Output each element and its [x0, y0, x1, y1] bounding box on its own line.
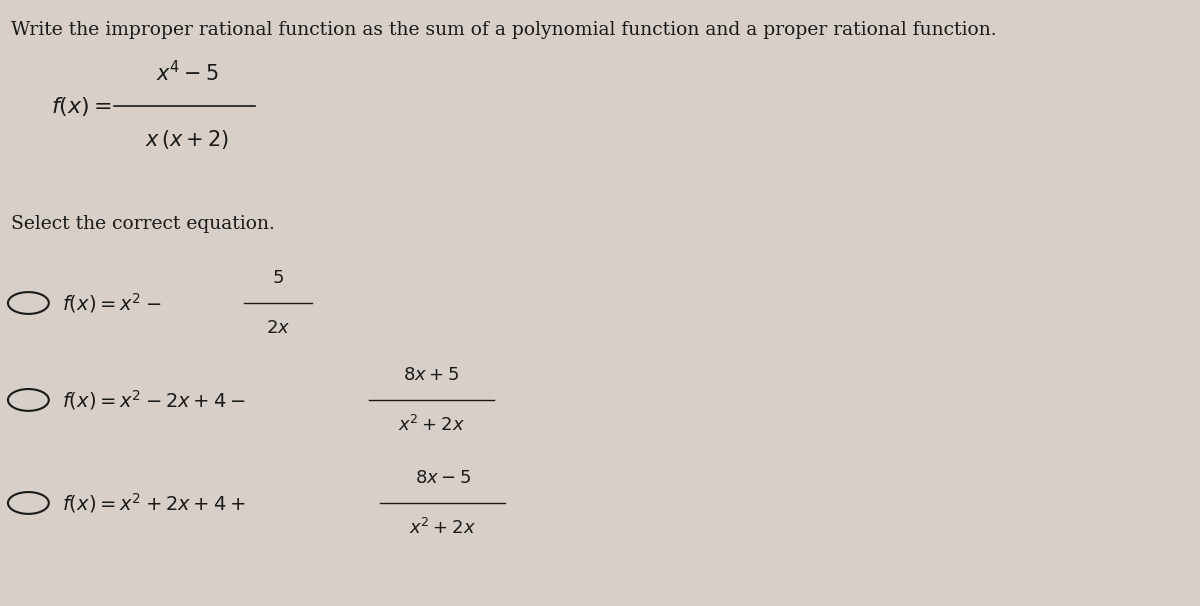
Text: $x^2 + 2x$: $x^2 + 2x$: [409, 518, 476, 539]
Text: $x\,(x + 2)$: $x\,(x + 2)$: [145, 128, 229, 151]
Text: Select the correct equation.: Select the correct equation.: [11, 215, 275, 233]
Text: $8x + 5$: $8x + 5$: [403, 365, 460, 384]
Text: $8x - 5$: $8x - 5$: [415, 468, 470, 487]
Text: $x^2 + 2x$: $x^2 + 2x$: [398, 415, 464, 436]
Text: $f(x) = x^2 - 2x + 4 - $: $f(x) = x^2 - 2x + 4 - $: [62, 388, 246, 412]
Text: $5$: $5$: [272, 268, 284, 287]
Text: Write the improper rational function as the sum of a polynomial function and a p: Write the improper rational function as …: [11, 21, 997, 39]
Text: $2x$: $2x$: [266, 319, 290, 338]
Text: $x^4 - 5$: $x^4 - 5$: [156, 60, 218, 85]
Text: $f(x) = x^2 - $: $f(x) = x^2 - $: [62, 291, 162, 315]
Text: $f(x) = x^2 + 2x + 4 + $: $f(x) = x^2 + 2x + 4 + $: [62, 491, 246, 515]
Text: $f(x) = $: $f(x) = $: [52, 95, 112, 118]
